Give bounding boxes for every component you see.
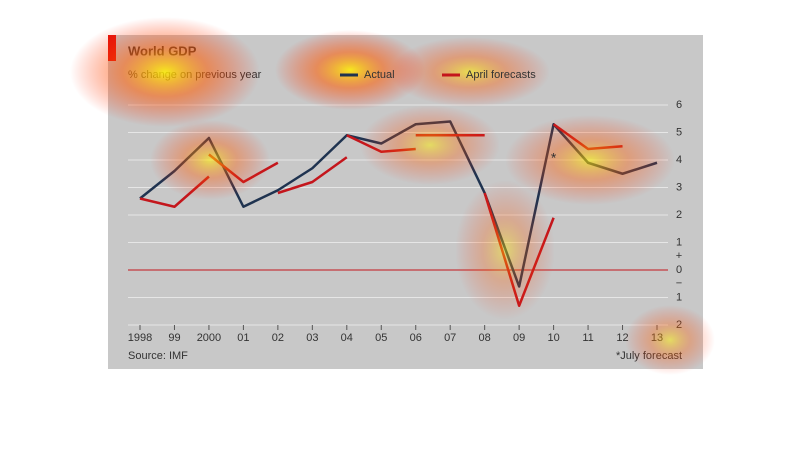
x-tick-label: 06 xyxy=(410,332,422,344)
y-tick-label: 2 xyxy=(676,209,682,221)
x-tick-label: 2000 xyxy=(197,332,221,344)
x-tick-label: 99 xyxy=(168,332,180,344)
brand-mark xyxy=(108,35,116,61)
x-tick-label: 04 xyxy=(341,332,353,344)
x-tick-label: 03 xyxy=(306,332,318,344)
footnote: *July forecast xyxy=(616,350,682,362)
x-tick-label: 01 xyxy=(237,332,249,344)
x-tick-label: 09 xyxy=(513,332,525,344)
legend-label: April forecasts xyxy=(466,69,536,81)
x-tick-label: 02 xyxy=(272,332,284,344)
y-tick-label: 1 xyxy=(676,236,682,248)
chart-subtitle: % change on previous year xyxy=(128,69,262,81)
x-tick-label: 07 xyxy=(444,332,456,344)
chart-title: World GDP xyxy=(128,43,197,58)
x-tick-label: 13 xyxy=(651,332,663,344)
x-tick-label: 12 xyxy=(616,332,628,344)
y-tick-label: 5 xyxy=(676,126,682,138)
forecast-line xyxy=(277,156,348,195)
y-tick-label: 1 xyxy=(676,291,682,303)
y-tick-label: 6 xyxy=(676,99,682,111)
sign-label: + xyxy=(676,250,682,262)
annotation: * xyxy=(551,149,557,165)
sign-label: − xyxy=(676,278,682,290)
y-tick-label: 4 xyxy=(676,154,682,166)
x-tick-label: 08 xyxy=(479,332,491,344)
x-tick-label: 05 xyxy=(375,332,387,344)
y-tick-label: 2 xyxy=(676,319,682,331)
chart-background xyxy=(108,35,703,369)
y-tick-label: 0 xyxy=(676,264,682,276)
x-tick-label: 1998 xyxy=(128,332,152,344)
legend-label: Actual xyxy=(364,69,395,81)
source: Source: IMF xyxy=(128,350,188,362)
x-tick-label: 10 xyxy=(547,332,559,344)
y-tick-label: 3 xyxy=(676,181,682,193)
x-tick-label: 11 xyxy=(582,332,593,344)
